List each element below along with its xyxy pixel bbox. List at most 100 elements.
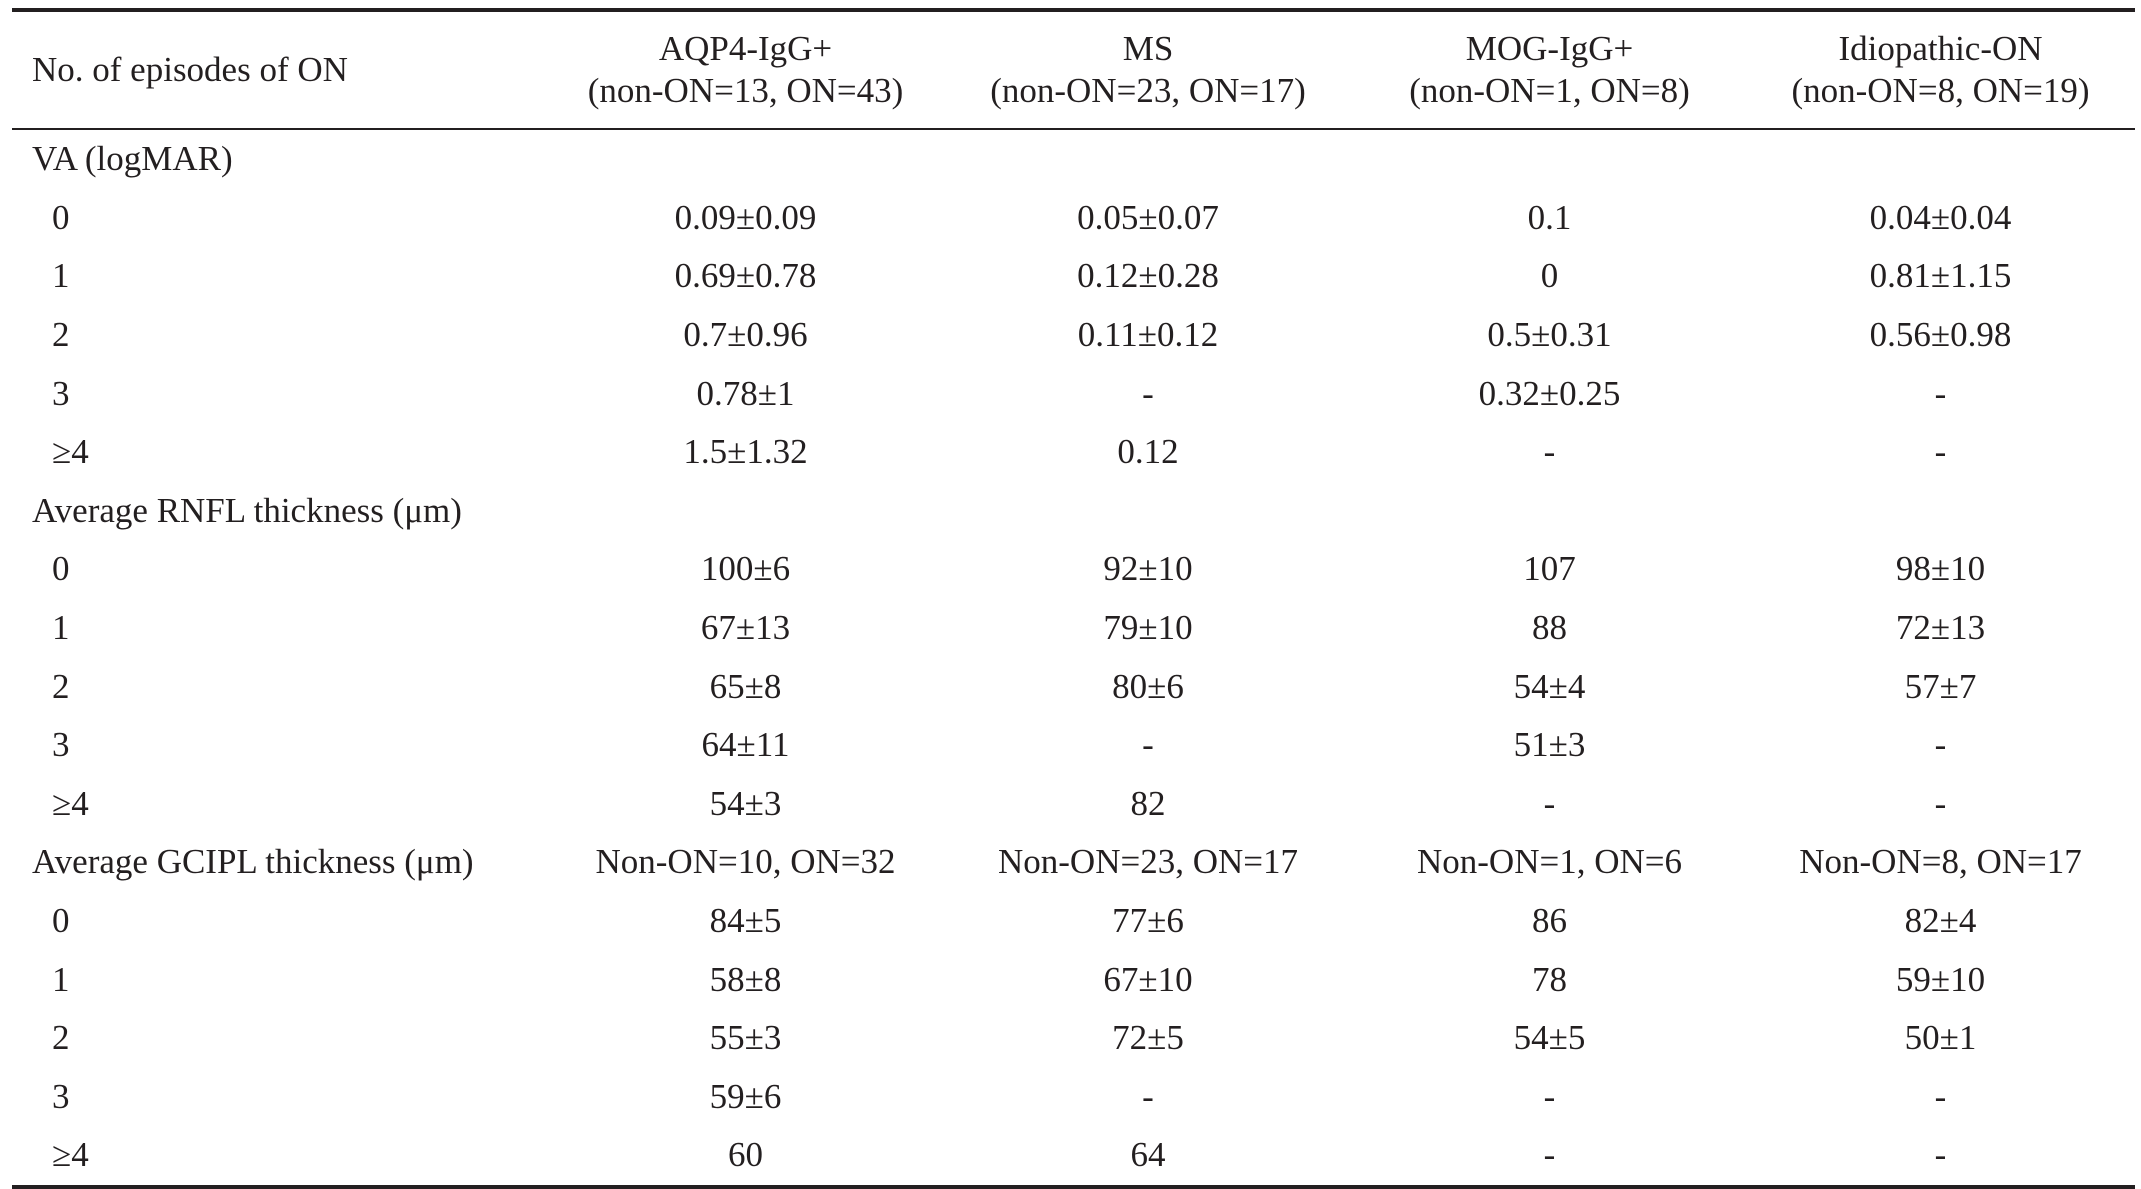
section-title-cell: [1746, 482, 2135, 541]
table-cell: 59±6: [709, 1076, 782, 1116]
table-cell: -: [1142, 725, 1154, 765]
section-title-cell: [1746, 129, 2135, 189]
table-cell: -: [1934, 783, 1947, 823]
table-cell: 88: [1532, 608, 1567, 648]
episode-count-label: 0: [52, 901, 70, 941]
section-header-row: VA (logMAR): [12, 129, 2135, 189]
table-cell: 82: [1130, 783, 1166, 823]
header-row: No. of episodes of ON AQP4-IgG+ (non-ON=…: [12, 8, 2135, 130]
table-cell: -: [1934, 432, 1947, 472]
table-cell: 64±11: [701, 725, 790, 765]
table-cell: 92±10: [1103, 549, 1193, 589]
episode-count-label: 1: [52, 959, 70, 999]
table-cell: -: [1746, 1126, 2135, 1189]
group-name: Idiopathic-ON: [1838, 29, 2043, 68]
table-cell: -: [1142, 373, 1154, 413]
table-row: ≥4 54±3 82 - -: [12, 775, 2135, 834]
table-row: 1 67±13 79±10 88 72±13: [12, 599, 2135, 658]
table-body: VA (logMAR) 0 0.09±0.09 0.05±0.07 0.1 0.04±0.…: [12, 129, 2135, 1189]
table-row: 3 59±6 - - -: [12, 1068, 2135, 1127]
table-row: ≥4 1.5±1.32 0.12 - -: [12, 423, 2135, 482]
episode-count-label: 1: [52, 608, 70, 648]
table-row: 1 0.69±0.78 0.12±0.28 0 0.81±1.15: [12, 247, 2135, 306]
group-counts: (non-ON=23, ON=17): [990, 71, 1306, 110]
episode-count-label: 3: [52, 725, 70, 765]
table-cell: 72±13: [1895, 608, 1986, 648]
group-name: MS: [1122, 29, 1174, 68]
table-cell: 0.78±1: [696, 373, 795, 413]
table-cell: 72±5: [1112, 1018, 1184, 1058]
section-header-row: Average RNFL thickness (μm): [12, 482, 2135, 541]
episode-count-label: 0: [52, 549, 70, 589]
section-title-cell: Non-ON=23, ON=17: [997, 842, 1298, 882]
table-cell: 107: [1523, 549, 1576, 589]
table-cell: 0.09±0.09: [674, 197, 817, 237]
table-cell: -: [1543, 783, 1556, 823]
episode-count-label: 2: [52, 315, 70, 355]
episode-count-label: 2: [52, 666, 70, 706]
header-episodes: No. of episodes of ON: [12, 8, 548, 130]
section-title: VA (logMAR): [32, 139, 233, 179]
episode-count-label: 2: [52, 1018, 70, 1058]
table-cell: 54±4: [1513, 666, 1586, 706]
table-cell: 55±3: [709, 1018, 782, 1058]
table-header: No. of episodes of ON AQP4-IgG+ (non-ON=…: [12, 8, 2135, 130]
table-cell: -: [1543, 1076, 1556, 1116]
table-cell: 0.1: [1527, 197, 1572, 237]
table-cell: 98±10: [1895, 549, 1986, 589]
section-title-cell: Non-ON=1, ON=6: [1416, 842, 1682, 882]
header-group-aqp4: AQP4-IgG+ (non-ON=13, ON=43): [548, 8, 943, 130]
table-cell: 0.05±0.07: [1077, 197, 1219, 237]
data-table: No. of episodes of ON AQP4-IgG+ (non-ON=…: [12, 8, 2135, 1189]
table-cell: 82±4: [1904, 901, 1977, 941]
table-cell: 0.12±0.28: [1077, 256, 1219, 296]
table-row: 0 100±6 92±10 107 98±10: [12, 540, 2135, 599]
table-cell: 0.5±0.31: [1487, 315, 1612, 355]
table-cell: -: [1142, 1076, 1154, 1116]
table-row: 2 55±3 72±5 54±5 50±1: [12, 1009, 2135, 1068]
table-cell: 0.32±0.25: [1478, 373, 1621, 413]
section-title-cell: Non-ON=8, ON=17: [1799, 842, 2082, 882]
table-cell: 51±3: [1513, 725, 1586, 765]
section-title-cell: [548, 129, 943, 189]
group-counts: (non-ON=1, ON=8): [1409, 71, 1690, 110]
section-title-cell: [943, 129, 1353, 189]
table-row: 2 65±8 80±6 54±4 57±7: [12, 657, 2135, 716]
table-cell: 67±10: [1103, 959, 1193, 999]
table-row: 0 84±5 77±6 86 82±4: [12, 892, 2135, 951]
table-cell: -: [1934, 1076, 1947, 1116]
table-cell: 84±5: [709, 901, 782, 941]
section-title: Average GCIPL thickness (μm): [32, 842, 474, 882]
header-group-idiopathic: Idiopathic-ON (non-ON=8, ON=19): [1746, 8, 2135, 130]
header-group-ms: MS (non-ON=23, ON=17): [943, 8, 1353, 130]
section-header-row: Average GCIPL thickness (μm) Non-ON=10, O…: [12, 833, 2135, 892]
table-cell: 80±6: [1112, 666, 1184, 706]
episode-count-label: 3: [52, 1076, 70, 1116]
episode-count-label: 1: [52, 256, 70, 296]
table-cell: 0.7±0.96: [683, 315, 808, 355]
episode-count-label: 3: [52, 373, 70, 413]
table-cell: 0.04±0.04: [1869, 197, 2012, 237]
table-cell: 50±1: [1904, 1018, 1977, 1058]
table-cell: -: [1353, 1126, 1746, 1189]
group-counts: (non-ON=13, ON=43): [587, 71, 904, 110]
header-group-mog: MOG-IgG+ (non-ON=1, ON=8): [1353, 8, 1746, 130]
table-cell: 60: [548, 1126, 943, 1189]
table-row: 3 64±11 - 51±3 -: [12, 716, 2135, 775]
table-cell: 0: [1540, 256, 1559, 296]
table-cell: -: [1934, 725, 1947, 765]
table-cell: 64: [943, 1126, 1353, 1189]
table-cell: 54±3: [709, 783, 782, 823]
table-row: 1 58±8 67±10 78 59±10: [12, 950, 2135, 1009]
section-title-cell: [943, 482, 1353, 541]
table-cell: 78: [1532, 959, 1567, 999]
table-cell: 0.11±0.12: [1077, 315, 1219, 355]
table-cell: 58±8: [709, 959, 782, 999]
section-title-cell: Non-ON=10, ON=32: [595, 842, 896, 882]
episode-count-label: 0: [52, 197, 70, 237]
table-cell: 0.69±0.78: [674, 256, 817, 296]
table-cell: 1.5±1.32: [683, 432, 808, 472]
episode-count-label: ≥4: [12, 1126, 548, 1189]
table-cell: 65±8: [709, 666, 782, 706]
